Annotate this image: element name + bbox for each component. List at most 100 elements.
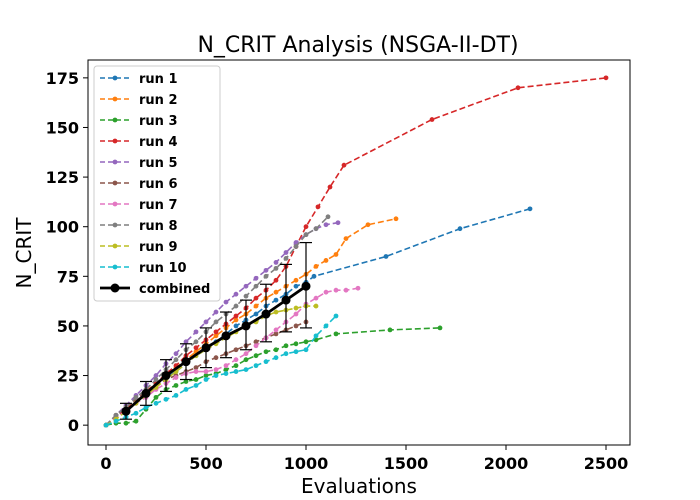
data-point-run-6 bbox=[293, 323, 299, 329]
data-point-run-7 bbox=[213, 367, 219, 372]
legend-marker-run-8 bbox=[112, 222, 118, 228]
data-point-run-4 bbox=[327, 184, 333, 190]
x-tick-label: 500 bbox=[189, 454, 222, 473]
data-point-run-8 bbox=[113, 412, 119, 418]
data-point-run-7 bbox=[323, 289, 329, 295]
data-point-run-10 bbox=[293, 349, 299, 355]
data-point-run-6 bbox=[273, 331, 279, 337]
data-point-combined bbox=[121, 406, 131, 416]
data-point-run-3 bbox=[263, 349, 269, 355]
data-point-run-4 bbox=[273, 277, 279, 283]
legend-label-run-7: run 7 bbox=[139, 198, 178, 213]
data-point-run-3 bbox=[303, 339, 309, 345]
data-point-run-10 bbox=[213, 373, 219, 378]
data-point-run-5 bbox=[153, 373, 159, 378]
legend-marker-run-10 bbox=[112, 264, 118, 270]
data-point-run-8 bbox=[325, 214, 331, 220]
legend-label-run-3: run 3 bbox=[139, 114, 178, 129]
data-point-run-9 bbox=[273, 309, 279, 315]
data-point-run-3 bbox=[283, 343, 289, 349]
legend-marker-run-9 bbox=[112, 243, 118, 249]
data-point-run-9 bbox=[313, 303, 319, 309]
data-point-run-5 bbox=[253, 275, 259, 281]
data-point-run-2 bbox=[293, 277, 299, 283]
data-point-run-1 bbox=[293, 283, 299, 289]
data-point-run-2 bbox=[213, 333, 219, 339]
data-point-run-8 bbox=[313, 226, 319, 232]
series-line-run-9 bbox=[105, 305, 316, 426]
data-point-run-4 bbox=[303, 224, 309, 230]
data-point-run-3 bbox=[183, 379, 189, 384]
data-point-run-2 bbox=[323, 258, 329, 263]
data-point-run-7 bbox=[313, 295, 319, 301]
legend-label-run-10: run 10 bbox=[139, 261, 187, 276]
data-point-run-3 bbox=[173, 383, 179, 388]
data-point-run-1 bbox=[273, 297, 279, 303]
data-point-run-2 bbox=[333, 252, 339, 257]
y-tick-label: 0 bbox=[68, 416, 79, 435]
data-point-run-7 bbox=[253, 343, 259, 349]
data-point-run-7 bbox=[355, 285, 361, 291]
data-point-run-8 bbox=[153, 377, 159, 382]
data-point-run-2 bbox=[313, 263, 319, 269]
data-point-run-10 bbox=[233, 369, 239, 374]
series-line-combined bbox=[125, 285, 307, 413]
legend-label-run-8: run 8 bbox=[139, 219, 178, 234]
data-point-run-5 bbox=[273, 260, 279, 265]
legend-marker-run-5 bbox=[112, 159, 118, 165]
data-point-run-3 bbox=[223, 367, 229, 372]
data-point-run-3 bbox=[253, 353, 259, 359]
data-point-run-10 bbox=[133, 410, 139, 416]
data-point-run-5 bbox=[203, 319, 209, 325]
data-point-run-3 bbox=[123, 420, 129, 426]
data-point-run-3 bbox=[133, 418, 139, 424]
x-tick-label: 0 bbox=[100, 454, 111, 473]
legend: run 1 run 2 run 3 run 4 run 5 run 6 run 7 run 8… bbox=[93, 65, 221, 302]
data-point-run-2 bbox=[343, 236, 349, 242]
legend-frame bbox=[93, 65, 221, 302]
data-point-run-10 bbox=[183, 387, 189, 392]
data-point-run-3 bbox=[387, 327, 393, 333]
data-point-run-10 bbox=[163, 396, 169, 402]
data-point-run-3 bbox=[243, 357, 249, 363]
legend-label-run-2: run 2 bbox=[139, 93, 178, 108]
data-point-run-10 bbox=[263, 359, 269, 365]
data-point-run-7 bbox=[343, 287, 349, 293]
data-point-run-10 bbox=[153, 400, 159, 406]
data-point-run-2 bbox=[233, 317, 239, 323]
data-point-run-10 bbox=[333, 313, 339, 319]
data-point-run-4 bbox=[253, 295, 259, 301]
data-point-run-3 bbox=[153, 394, 159, 400]
data-point-run-3 bbox=[233, 363, 239, 369]
data-point-run-7 bbox=[233, 357, 239, 363]
data-point-combined bbox=[181, 357, 191, 367]
data-point-run-8 bbox=[293, 244, 299, 249]
data-point-run-8 bbox=[283, 256, 289, 261]
data-point-run-5 bbox=[323, 222, 329, 228]
legend-label-run-6: run 6 bbox=[139, 177, 178, 192]
legend-label-run-1: run 1 bbox=[139, 72, 178, 87]
data-point-run-6 bbox=[253, 339, 259, 345]
data-point-run-1 bbox=[383, 254, 389, 259]
data-point-run-5 bbox=[263, 267, 269, 273]
data-point-run-4 bbox=[193, 345, 199, 351]
data-point-run-8 bbox=[303, 232, 309, 238]
legend-marker-run-6 bbox=[112, 180, 118, 186]
data-point-run-8 bbox=[243, 293, 249, 299]
x-tick-label: 2000 bbox=[484, 454, 529, 473]
data-point-run-7 bbox=[333, 287, 339, 293]
data-point-run-7 bbox=[193, 369, 199, 374]
data-point-combined bbox=[281, 295, 291, 305]
data-point-run-5 bbox=[293, 240, 299, 245]
legend-marker-run-7 bbox=[112, 201, 118, 207]
data-point-run-8 bbox=[263, 273, 269, 279]
data-point-run-8 bbox=[233, 303, 239, 309]
data-point-run-4 bbox=[233, 313, 239, 319]
y-tick-label: 100 bbox=[46, 218, 79, 237]
y-tick-label: 50 bbox=[57, 317, 79, 336]
data-point-run-10 bbox=[323, 323, 329, 329]
x-axis-label: Evaluations bbox=[301, 474, 417, 498]
y-axis-label: N_CRIT bbox=[12, 217, 36, 289]
data-point-run-3 bbox=[333, 331, 339, 337]
